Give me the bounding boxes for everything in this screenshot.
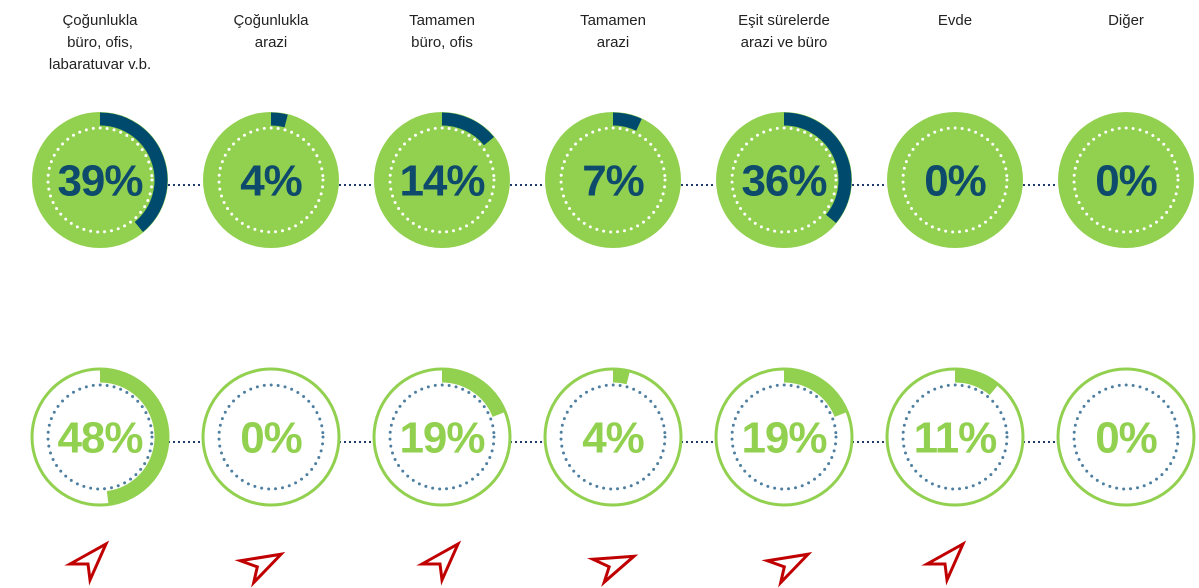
ring-background [887, 112, 1023, 248]
value-label: 0% [240, 414, 302, 463]
dotted-ring [730, 383, 838, 491]
value-label: 14% [399, 157, 484, 206]
progress-arc [612, 112, 642, 131]
arrow-icon [68, 542, 108, 582]
arrow-icon [584, 539, 636, 588]
dotted-ring [901, 126, 1009, 234]
ring-background [201, 367, 341, 507]
category-label: labaratuvar v.b. [49, 56, 151, 73]
ring-background [30, 367, 170, 507]
ring-background [714, 367, 854, 507]
category-label: büro, ofis [411, 34, 473, 51]
category-label: arazi ve büro [741, 34, 828, 51]
ring-background [1056, 367, 1196, 507]
ring-background [543, 367, 683, 507]
value-label: 19% [741, 414, 826, 463]
arrow-icon [233, 540, 283, 588]
progress-arc [612, 369, 630, 385]
dotted-ring [730, 126, 838, 234]
category-label: Çoğunlukla [62, 12, 138, 29]
ring-background [885, 367, 1025, 507]
progress-arc [441, 112, 495, 146]
value-label: 0% [924, 157, 986, 206]
dotted-ring [1072, 126, 1180, 234]
ring-background [372, 367, 512, 507]
category-label: arazi [597, 34, 630, 51]
arrow-icon [420, 542, 460, 582]
value-label: 0% [1095, 414, 1157, 463]
ring-background [1058, 112, 1194, 248]
dotted-ring [559, 383, 667, 491]
arrows [68, 539, 965, 588]
dotted-ring [217, 383, 325, 491]
dotted-ring [1072, 383, 1180, 491]
category-label: Tamamen [409, 12, 475, 29]
value-label: 4% [240, 157, 302, 206]
progress-arc [99, 112, 168, 233]
category-label: Çoğunlukla [233, 12, 309, 29]
category-label: Diğer [1108, 12, 1144, 29]
category-label: büro, ofis, [67, 34, 133, 51]
dotted-ring [901, 383, 1009, 491]
category-label: Evde [938, 12, 972, 29]
ring-background [32, 112, 168, 248]
ring-background [545, 112, 681, 248]
dotted-ring [46, 383, 154, 491]
category-label: Tamamen [580, 12, 646, 29]
dotted-ring [388, 383, 496, 491]
ring-background [716, 112, 852, 248]
value-label: 36% [741, 157, 826, 206]
value-label: 39% [57, 157, 142, 206]
ring-background [374, 112, 510, 248]
value-label: 19% [399, 414, 484, 463]
dotted-ring [559, 126, 667, 234]
dotted-ring [217, 126, 325, 234]
value-label: 0% [1095, 157, 1157, 206]
category-label: arazi [255, 34, 288, 51]
progress-arc [783, 112, 852, 224]
ring-background [203, 112, 339, 248]
category-label: Eşit sürelerde [738, 12, 830, 29]
value-label: 11% [914, 414, 997, 463]
arrow-icon [925, 542, 965, 582]
value-label: 7% [582, 157, 644, 206]
value-label: 4% [582, 414, 644, 463]
progress-arc [99, 369, 168, 504]
progress-arc [954, 369, 999, 396]
progress-arc [270, 112, 288, 128]
dotted-ring [46, 126, 154, 234]
progress-arc [783, 369, 847, 418]
value-label: 48% [57, 414, 142, 463]
dotted-ring [388, 126, 496, 234]
arrow-icon [760, 540, 810, 588]
progress-arc [441, 369, 505, 418]
